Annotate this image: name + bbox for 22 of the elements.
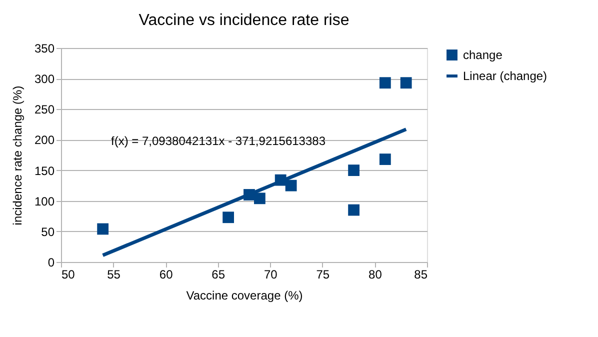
x-tick-label: 70 [264, 268, 278, 282]
chart-title: Vaccine vs incidence rate rise [138, 12, 350, 29]
y-tick-label: 300 [34, 72, 55, 86]
x-tick-label: 50 [62, 268, 76, 282]
x-tick-label: 85 [414, 268, 428, 282]
y-tick-label: 100 [34, 194, 55, 208]
y-tick-label: 50 [41, 224, 55, 239]
x-tick-label: 80 [368, 268, 382, 282]
legend-label: Linear (change) [463, 69, 548, 83]
y-axis-title: incidence rate change (%) [10, 86, 24, 226]
y-tick-label: 350 [34, 42, 55, 56]
x-axis-title: Vaccine coverage (%) [186, 288, 303, 302]
y-tick-label: 200 [34, 133, 55, 148]
legend-label: change [463, 48, 503, 62]
annotation: f(x) = 7,0938042131x - 371,9215613383 [111, 134, 326, 148]
y-tick-label: 150 [34, 164, 55, 178]
x-tick-label: 55 [107, 268, 121, 282]
x-tick-label: 65 [212, 268, 226, 282]
y-tick-label: 250 [34, 102, 55, 117]
y-tick-label: 0 [48, 256, 55, 270]
x-tick-label: 60 [159, 268, 174, 282]
x-tick-label: 75 [316, 268, 330, 282]
